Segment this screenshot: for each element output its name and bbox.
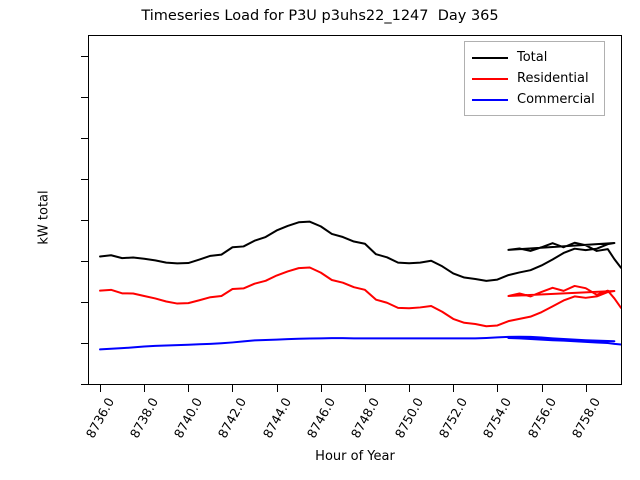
x-axis-tick-mark bbox=[188, 385, 190, 392]
x-axis-tick-mark bbox=[541, 385, 543, 392]
y-axis-tick-mark bbox=[81, 302, 88, 304]
y-axis-tick-mark bbox=[81, 97, 88, 99]
legend-color-swatch bbox=[472, 98, 508, 101]
y-axis-tick-mark bbox=[81, 384, 88, 385]
x-axis-tick-mark bbox=[364, 385, 366, 392]
legend-color-swatch bbox=[472, 77, 508, 80]
series-line-total bbox=[99, 220, 621, 282]
plot-area bbox=[88, 35, 622, 385]
x-axis-tick-mark bbox=[497, 385, 499, 392]
x-axis-tick-mark bbox=[320, 385, 322, 392]
series-lines bbox=[99, 220, 621, 351]
series-line-commercial bbox=[99, 335, 621, 351]
legend-item-total[interactable]: Total bbox=[472, 47, 595, 68]
x-axis-tick-label: 8738.0 bbox=[126, 395, 162, 441]
y-axis-tick-mark bbox=[81, 179, 88, 181]
y-axis-label: kW total bbox=[36, 190, 52, 245]
x-axis-tick-label: 8754.0 bbox=[480, 395, 515, 441]
x-axis-tick-label: 8756.0 bbox=[524, 395, 559, 441]
y-axis-tick-mark bbox=[81, 220, 88, 222]
x-axis-tick-mark bbox=[453, 385, 455, 392]
legend[interactable]: Total Residential Commercial bbox=[464, 41, 605, 116]
legend-item-label: Residential bbox=[517, 71, 589, 86]
x-axis-tick-label: 8736.0 bbox=[82, 395, 118, 441]
x-axis-tick-label: 8752.0 bbox=[436, 395, 471, 441]
x-axis-tick-label: 8750.0 bbox=[391, 395, 427, 441]
legend-item-label: Total bbox=[517, 50, 548, 65]
x-axis-tick-mark bbox=[585, 385, 587, 392]
y-axis-tick-mark bbox=[81, 56, 88, 58]
legend-item-residential[interactable]: Residential bbox=[472, 68, 595, 89]
legend-item-commercial[interactable]: Commercial bbox=[472, 89, 595, 110]
y-axis-tick-mark bbox=[81, 343, 88, 345]
x-axis-tick-mark bbox=[232, 385, 234, 392]
y-axis-tick-mark bbox=[81, 261, 88, 263]
chart-title: Timeseries Load for P3U p3uhs22_1247 Day… bbox=[141, 8, 499, 24]
x-axis-tick-label: 8758.0 bbox=[568, 395, 603, 441]
series-line-residential bbox=[99, 266, 621, 328]
legend-color-swatch bbox=[472, 56, 508, 59]
x-axis-label: Hour of Year bbox=[315, 449, 395, 464]
x-axis-tick-label: 8742.0 bbox=[215, 395, 250, 441]
x-axis-tick-mark bbox=[144, 385, 146, 392]
x-axis-tick-mark bbox=[409, 385, 411, 392]
x-axis-tick-label: 8740.0 bbox=[171, 395, 206, 441]
x-axis-tick-label: 8746.0 bbox=[303, 395, 338, 441]
x-axis-tick-label: 8748.0 bbox=[347, 395, 383, 441]
y-axis-tick-mark bbox=[81, 138, 88, 140]
x-axis-tick-mark bbox=[276, 385, 278, 392]
legend-item-label: Commercial bbox=[517, 92, 595, 107]
x-axis-tick-mark bbox=[100, 385, 102, 392]
x-axis-tick-label: 8744.0 bbox=[259, 395, 294, 441]
